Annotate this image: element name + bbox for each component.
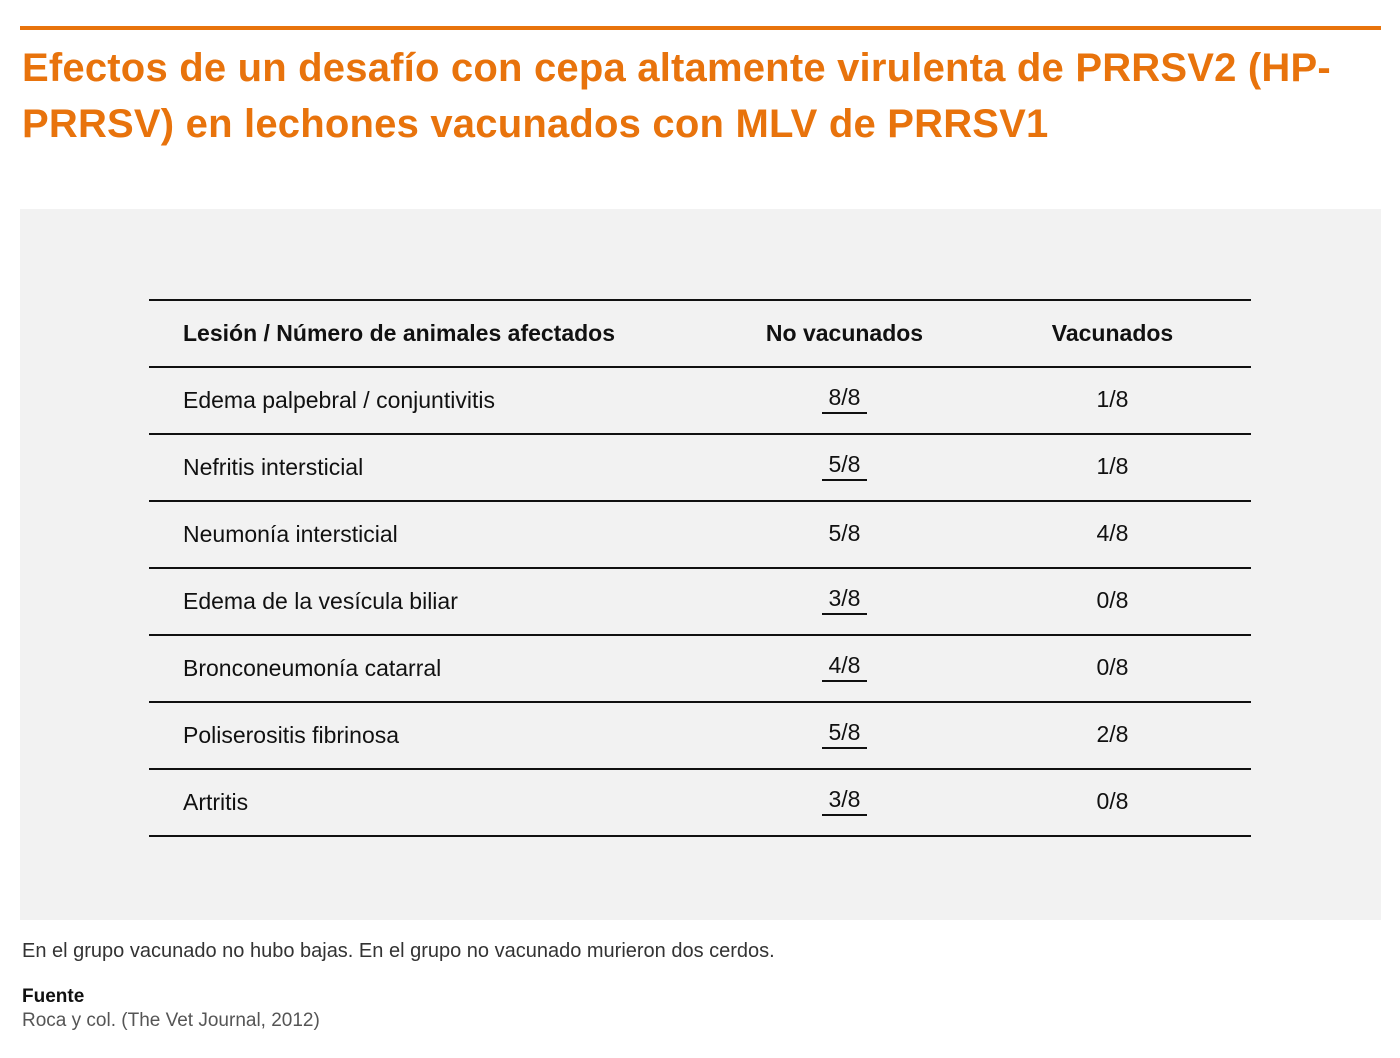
vacunados-value: 0/8 — [1096, 587, 1129, 613]
no-vacunados-value: 3/8 — [821, 786, 868, 816]
table-row: Artritis 3/8 0/8 — [149, 770, 1251, 837]
vacunados-value: 0/8 — [1096, 654, 1129, 680]
no-vacunados-cell: 5/8 — [709, 719, 974, 751]
lesion-name: Bronconeumonía catarral — [183, 655, 442, 681]
table-row: Bronconeumonía catarral 4/8 0/8 — [149, 636, 1251, 703]
vacunados-cell: 4/8 — [974, 520, 1251, 549]
table-header-row: Lesión / Número de animales afectados No… — [149, 301, 1251, 368]
header-lesion: Lesión / Número de animales afectados — [183, 320, 616, 346]
vacunados-value: 2/8 — [1096, 721, 1129, 747]
no-vacunados-cell: 5/8 — [709, 451, 974, 483]
no-vacunados-value: 8/8 — [821, 384, 868, 414]
no-vacunados-cell: 4/8 — [709, 652, 974, 684]
table-row: Poliserositis fibrinosa 5/8 2/8 — [149, 703, 1251, 770]
no-vacunados-value: 5/8 — [821, 451, 868, 481]
lesion-name: Nefritis intersticial — [183, 454, 364, 480]
table-row: Edema palpebral / conjuntivitis 8/8 1/8 — [149, 368, 1251, 435]
lesion-name: Artritis — [183, 789, 249, 815]
no-vacunados-cell: 3/8 — [709, 585, 974, 617]
lesion-name: Poliserositis fibrinosa — [183, 722, 400, 748]
no-vacunados-cell: 5/8 — [709, 520, 974, 549]
vacunados-cell: 0/8 — [974, 587, 1251, 616]
no-vacunados-cell: 3/8 — [709, 786, 974, 818]
vacunados-value: 0/8 — [1096, 788, 1129, 814]
vacunados-cell: 0/8 — [974, 654, 1251, 683]
lesions-table: Lesión / Número de animales afectados No… — [149, 299, 1251, 837]
no-vacunados-cell: 8/8 — [709, 384, 974, 416]
table-row: Edema de la vesícula biliar 3/8 0/8 — [149, 569, 1251, 636]
vacunados-value: 1/8 — [1096, 453, 1129, 479]
table-row: Nefritis intersticial 5/8 1/8 — [149, 435, 1251, 502]
lesion-name: Edema de la vesícula biliar — [183, 588, 458, 614]
source-citation: Roca y col. (The Vet Journal, 2012) — [22, 1010, 320, 1031]
no-vacunados-value: 4/8 — [821, 652, 868, 682]
source-label: Fuente — [22, 986, 85, 1007]
no-vacunados-value: 5/8 — [828, 520, 861, 546]
top-accent-rule — [20, 26, 1381, 30]
vacunados-cell: 1/8 — [974, 386, 1251, 415]
page-title: Efectos de un desafío con cepa altamente… — [22, 46, 1331, 146]
vacunados-cell: 2/8 — [974, 721, 1251, 750]
vacunados-cell: 1/8 — [974, 453, 1251, 482]
table-row: Neumonía intersticial 5/8 4/8 — [149, 502, 1251, 569]
table-body: Edema palpebral / conjuntivitis 8/8 1/8 Nef… — [149, 368, 1251, 837]
header-no-vacunados: No vacunados — [765, 320, 924, 346]
footnote: En el grupo vacunado no hubo bajas. En e… — [22, 940, 775, 962]
lesion-name: Neumonía intersticial — [183, 521, 398, 547]
table-panel: Lesión / Número de animales afectados No… — [20, 209, 1381, 920]
no-vacunados-value: 5/8 — [821, 719, 868, 749]
no-vacunados-value: 3/8 — [821, 585, 868, 615]
vacunados-value: 1/8 — [1096, 386, 1129, 412]
vacunados-value: 4/8 — [1096, 520, 1129, 546]
vacunados-cell: 0/8 — [974, 788, 1251, 817]
header-vacunados: Vacunados — [1051, 320, 1174, 346]
lesion-name: Edema palpebral / conjuntivitis — [183, 387, 495, 413]
